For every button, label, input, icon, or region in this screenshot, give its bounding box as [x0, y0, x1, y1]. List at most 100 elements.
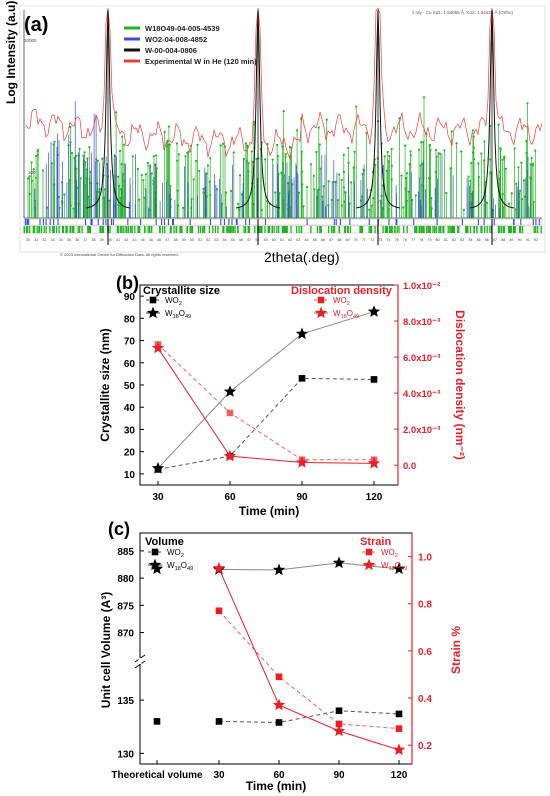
- b-data-point: [151, 341, 165, 354]
- xrd-legend: W18O49-04-005-4539 WO2-04-008-4852 W-00-00…: [124, 24, 257, 66]
- panel-a-label: (a): [24, 14, 48, 36]
- xrd-xlabel: 2theta(.deg): [264, 249, 340, 265]
- b-left-tick-label: 20: [124, 448, 136, 459]
- legend-text-part: 49: [401, 566, 407, 572]
- ref-peak-dot: [501, 158, 504, 161]
- ref-peak-dot: [327, 204, 330, 207]
- ref-peak-dot: [321, 195, 324, 198]
- ref-peak-dot: [155, 167, 158, 170]
- xrd-xtick: 75: [395, 238, 399, 242]
- ref-peak-dot: [305, 185, 309, 188]
- ref-peak-dot: [428, 143, 431, 146]
- xrd-xtick: 35: [67, 238, 71, 242]
- ref-peak-dot: [350, 181, 353, 184]
- ref-peak-dot: [237, 202, 240, 206]
- ref-peak-dot: [510, 192, 513, 195]
- c-left-tick-label: 885: [117, 547, 134, 558]
- panel-b-ylabel-left: Crystallite size (nm): [98, 328, 112, 441]
- experimental-curve: [25, 7, 543, 160]
- c-right-tick-label: 0.2: [418, 741, 432, 752]
- ref-peak-dot: [434, 148, 438, 151]
- c-legend-label: W18O49: [381, 561, 407, 572]
- ref-peak-dot: [352, 166, 355, 169]
- ref-peak-dot: [82, 154, 85, 157]
- ref-peak-dot: [215, 188, 219, 191]
- ref-peak-dot: [400, 174, 403, 177]
- ref-peak-dot: [445, 191, 448, 195]
- ref-peak-dot: [131, 155, 134, 158]
- ref-peak-dot: [507, 202, 511, 205]
- ref-peak-dot: [242, 158, 245, 161]
- legend-label: WO2-04-008-4852: [145, 35, 207, 44]
- ref-peak-dot: [518, 192, 521, 195]
- c-series-line-3: [218, 568, 400, 751]
- c-data-point: [395, 725, 403, 732]
- xrd-xtick: 56: [239, 238, 243, 242]
- ref-peak-dot: [86, 157, 89, 160]
- ref-peak-dot: [163, 130, 166, 134]
- legend-text-part: O: [395, 561, 401, 570]
- xrd-xtick: 41: [116, 238, 120, 242]
- c-data-point: [395, 710, 403, 718]
- ref-peak-dot: [522, 179, 526, 182]
- ref-peak-dot: [252, 123, 256, 126]
- c-left-tick-label: 880: [117, 574, 134, 585]
- ref-peak-dot: [296, 129, 299, 132]
- xrd-xtick: 53: [215, 238, 219, 242]
- ref-peak-dot: [526, 102, 529, 105]
- ref-peak-dot: [274, 191, 277, 194]
- ref-peak-dot: [103, 188, 106, 191]
- ref-peak-dot: [336, 199, 339, 202]
- xrd-xtick: 71: [362, 238, 366, 242]
- b-legend-label: WO2: [165, 296, 182, 307]
- xrd-ylabel: Log Intensity (a.u): [4, 1, 18, 104]
- b-x-tick-label: 30: [152, 492, 164, 503]
- ref-peak-dot: [165, 145, 168, 148]
- ref-peak-dot: [219, 144, 222, 147]
- ref-peak-dot: [455, 142, 458, 145]
- ref-peak-dot: [46, 206, 49, 209]
- b-legend-label: W18O49: [165, 309, 191, 320]
- ref-peak-dot: [419, 164, 422, 167]
- b-right-tick-label: 1.0x10⁻²: [403, 281, 440, 292]
- ref-peak-dot: [405, 172, 409, 175]
- ref-peak-dot: [119, 197, 122, 200]
- ref-peak-dot: [251, 160, 254, 163]
- b-data-point: [298, 375, 306, 382]
- c-data-point: [272, 563, 286, 576]
- ref-peak-dot: [89, 170, 92, 173]
- ref-peak-dot: [429, 148, 432, 151]
- c-left-tick-label: 130: [117, 749, 134, 760]
- ref-peak-dot: [340, 178, 343, 181]
- xrd-xtick: 62: [288, 238, 292, 242]
- legend-text-part: W: [333, 309, 341, 318]
- ref-peak-dot: [300, 170, 304, 173]
- ref-peak-dot: [28, 175, 31, 178]
- xrd-xtick: 43: [133, 238, 137, 242]
- legend-text-part: 2: [347, 301, 350, 307]
- xrd-xtick: 45: [149, 238, 153, 242]
- panel-b-right-title: Dislocation density: [291, 285, 393, 297]
- ref-peak-dot: [513, 147, 516, 150]
- ref-peak-dot: [281, 145, 284, 148]
- ref-peak-dot: [118, 149, 122, 152]
- legend-text-part: WO: [333, 296, 347, 305]
- c-x-tick-label: 60: [273, 770, 285, 781]
- ref-peak-dot: [276, 143, 279, 147]
- panel-b-xlabel: Time (min): [239, 504, 299, 518]
- unit-cell-panel: (c) Volume Strain 870 875 880 885 130 135 0.2 0…: [99, 519, 463, 793]
- ref-peak-dot: [282, 199, 285, 202]
- b-legend-marker: [149, 296, 157, 304]
- c-data-point: [272, 698, 286, 711]
- ref-peak-dot: [198, 169, 201, 173]
- ref-peak-dot: [497, 123, 500, 126]
- ref-peak-dot: [437, 152, 440, 155]
- c-data-point: [153, 718, 161, 725]
- xrd-xtick: 51: [198, 238, 202, 242]
- ref-peak-dot: [255, 157, 258, 160]
- ref-peak-dot: [532, 200, 535, 204]
- panel-c-ylabel-left: Unit cell Volume (A³): [99, 592, 113, 708]
- ref-peak-dot: [69, 204, 72, 207]
- ref-peak-dot: [266, 142, 269, 146]
- xrd-xtick: 34: [59, 238, 63, 242]
